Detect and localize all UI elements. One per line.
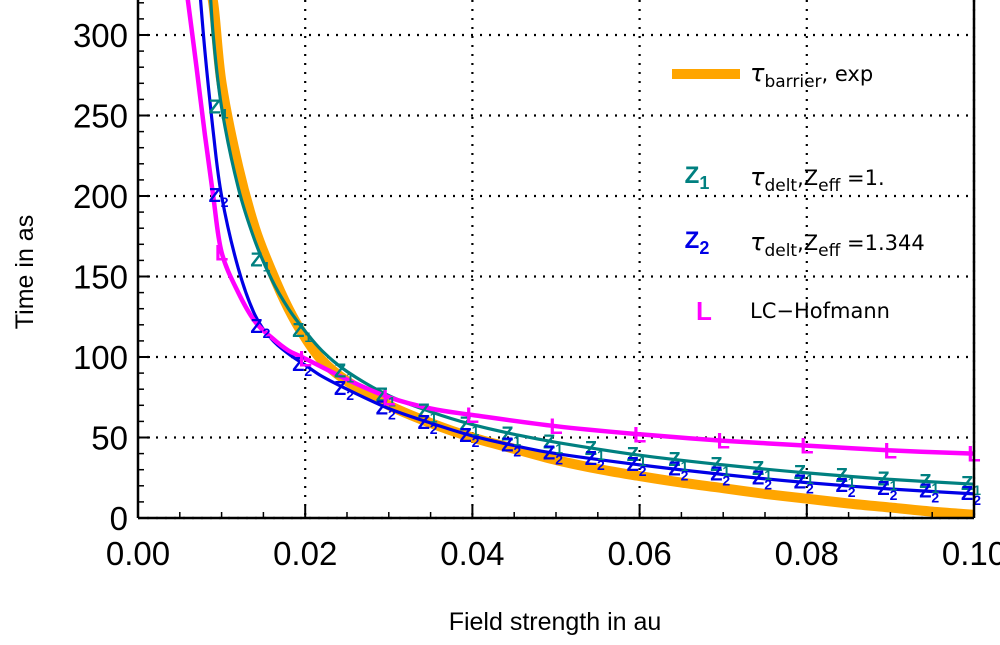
x-axis-title: Field strength in au	[449, 608, 662, 636]
x-tick-label: 0.06	[607, 535, 671, 572]
legend-text-part: =1.	[840, 166, 884, 190]
series-marker-subscript: 1	[304, 329, 312, 345]
y-tick-label: 50	[91, 420, 128, 457]
series-marker-3: L	[215, 240, 228, 265]
x-tick-label: 0.00	[106, 535, 170, 572]
series-marker-2: Z2	[209, 185, 229, 210]
legend-subscript: eff	[818, 241, 841, 261]
x-tick-label: 0.02	[273, 535, 337, 572]
series-marker-subscript: 2	[472, 434, 480, 450]
legend-marker-1: Z1	[685, 162, 710, 193]
series-marker-subscript: 2	[346, 387, 354, 403]
series-marker-subscript: 1	[722, 463, 730, 479]
legend-marker-3: L	[696, 296, 712, 326]
legend-label-3: LC−Hofmann	[750, 299, 890, 323]
legend-label-1: τdelt,Zeff =1.	[750, 163, 885, 196]
plot-area	[185, 0, 974, 518]
series-marker-subscript: 1	[639, 453, 647, 469]
series-marker-subscript: 1	[806, 471, 814, 487]
series-marker-subscript: 1	[931, 480, 939, 496]
series-marker-1: Z1	[292, 320, 312, 345]
series-marker-subscript: 2	[973, 492, 981, 508]
legend-text-part: ,Z	[797, 231, 818, 255]
series-line-2	[198, 0, 974, 496]
series-marker-subscript: 2	[806, 481, 814, 497]
y-tick-label: 100	[73, 339, 128, 376]
series-marker-2: Z2	[250, 316, 270, 341]
series-marker-subscript: 2	[764, 477, 772, 493]
series-marker-3: L	[633, 422, 646, 447]
series-marker-subscript: 1	[848, 474, 856, 490]
series-marker-subscript: 1	[555, 440, 563, 456]
series-marker-3: L	[716, 429, 729, 454]
legend-marker-subscript: 1	[699, 173, 709, 193]
series-line-3	[185, 0, 974, 456]
legend-subscript: delt	[764, 241, 797, 261]
series-marker-subscript: 1	[388, 394, 396, 410]
series-marker-subscript: 1	[221, 105, 229, 121]
legend-subscript: delt	[764, 176, 797, 196]
legend-marker-subscript: 2	[699, 238, 709, 258]
series-marker-subscript: 2	[513, 444, 521, 460]
series-marker-subscript: 2	[304, 363, 312, 379]
legend-symbol: τ	[750, 163, 765, 191]
series-marker-subscript: 2	[639, 463, 647, 479]
series-marker-subscript: 1	[973, 482, 981, 498]
series-marker-subscript: 2	[221, 194, 229, 210]
x-tick-label: 0.08	[775, 535, 839, 572]
series-marker-subscript: 1	[597, 447, 605, 463]
y-tick-label: 0	[110, 500, 128, 537]
series-marker-3: L	[466, 403, 479, 428]
series-marker-subscript: 1	[263, 258, 271, 274]
series-marker-subscript: 2	[597, 457, 605, 473]
series-marker-subscript: 1	[681, 458, 689, 474]
series-marker-subscript: 1	[513, 432, 521, 448]
series-marker-subscript: 2	[890, 487, 898, 503]
series-marker-subscript: 2	[263, 325, 271, 341]
legend-symbol: τ	[750, 59, 765, 87]
series-marker-subscript: 1	[472, 423, 480, 439]
series-marker-subscript: 2	[931, 489, 939, 505]
legend-subscript: eff	[818, 176, 841, 196]
axes: 0.00 0.02 0.04 0.06 0.08 0.10 0 50 100 150 200 250 3…	[73, 0, 1000, 572]
series-marker-3: L	[382, 385, 395, 410]
legend-text-part: , exp	[822, 62, 874, 86]
x-tick-label: 0.04	[440, 535, 504, 572]
series-marker-subscript: 2	[681, 468, 689, 484]
y-axis-title: Time in as	[11, 215, 39, 329]
x-tick-label: 0.10	[942, 535, 1000, 572]
series-marker-subscript: 2	[722, 473, 730, 489]
legend-symbol: τ	[750, 228, 765, 256]
legend-text-part: =1.344	[840, 231, 924, 255]
y-tick-label: 250	[73, 98, 128, 135]
series-marker-3: L	[884, 438, 897, 463]
series-marker-3: L	[298, 347, 311, 372]
series-marker-3: L	[549, 414, 562, 439]
y-tick-label: 200	[73, 178, 128, 215]
series-marker-subscript: 1	[890, 477, 898, 493]
series-marker-subscript: 2	[848, 484, 856, 500]
legend-label-0: τbarrier, exp	[750, 59, 873, 92]
legend-subscript: barrier	[764, 72, 821, 92]
series-marker-subscript: 2	[388, 407, 396, 423]
series-marker-subscript: 1	[764, 467, 772, 483]
series-marker-subscript: 2	[430, 421, 438, 437]
legend-label-2: τdelt,Zeff =1.344	[750, 228, 925, 261]
series-marker-subscript: 1	[430, 410, 438, 426]
legend-marker-2: Z2	[685, 227, 710, 258]
y-tick-label: 300	[73, 17, 128, 54]
series-marker-subscript: 2	[555, 452, 563, 468]
series-marker-3: L	[800, 434, 813, 459]
legend-text-part: ,Z	[797, 166, 818, 190]
y-tick-label: 150	[73, 259, 128, 296]
series-marker-subscript: 1	[346, 369, 354, 385]
